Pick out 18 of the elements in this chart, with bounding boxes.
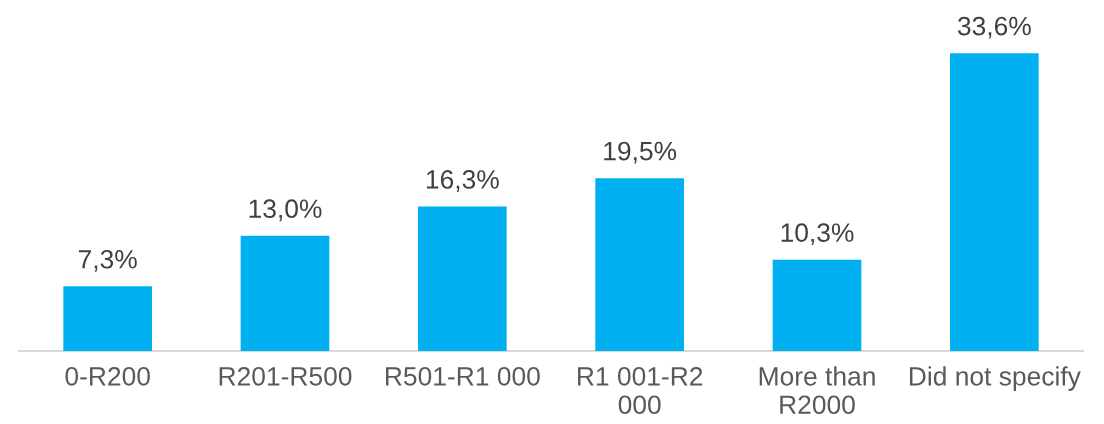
x-tick-label: 0-R200 <box>65 366 150 386</box>
x-tick-label: More than R2000 <box>759 366 875 415</box>
data-label: 13,0% <box>249 199 322 222</box>
bar <box>418 206 507 351</box>
data-label: 16,3% <box>426 170 499 192</box>
data-label: 7,3% <box>78 249 137 272</box>
bar <box>240 235 330 351</box>
x-tick-label: R1 001-R2 000 <box>578 366 703 415</box>
bar <box>772 259 862 351</box>
x-tick-label: Did not specify <box>909 366 1081 391</box>
bar <box>63 286 152 351</box>
bar <box>595 178 684 351</box>
data-label: 10,3% <box>781 223 854 246</box>
data-label: 19,5% <box>604 141 677 164</box>
x-tick-label: R201-R500 <box>219 366 352 386</box>
bar <box>950 53 1039 351</box>
x-tick-label: R501-R1 000 <box>386 366 540 386</box>
data-label: 33,6% <box>957 16 1031 39</box>
